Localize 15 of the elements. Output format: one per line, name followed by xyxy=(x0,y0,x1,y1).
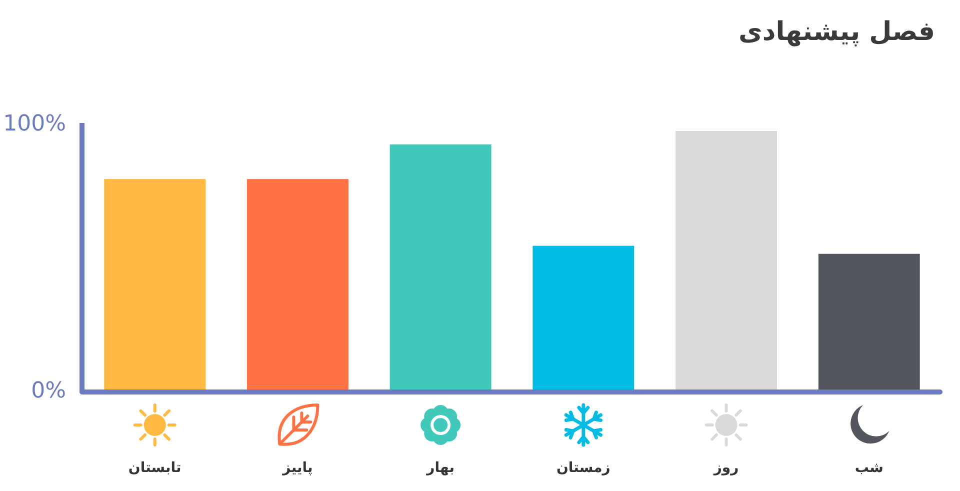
x-tick-label: زمستان xyxy=(556,460,610,476)
chart-title: فصل پیشنهادی xyxy=(738,17,935,47)
x-tick-label: شب xyxy=(854,460,884,476)
x-tick-label: تابستان xyxy=(128,460,182,476)
x-tick-label: پاییز xyxy=(282,460,313,476)
bar xyxy=(104,179,206,390)
x-tick-label: روز xyxy=(712,460,739,476)
bar xyxy=(676,131,777,390)
bar xyxy=(390,144,492,390)
bar xyxy=(532,246,634,390)
bar xyxy=(818,254,920,390)
y-tick-label: 0% xyxy=(31,378,66,404)
bar xyxy=(247,179,348,390)
x-tick-label: بهار xyxy=(426,460,454,476)
y-tick-label: 100% xyxy=(3,112,66,137)
